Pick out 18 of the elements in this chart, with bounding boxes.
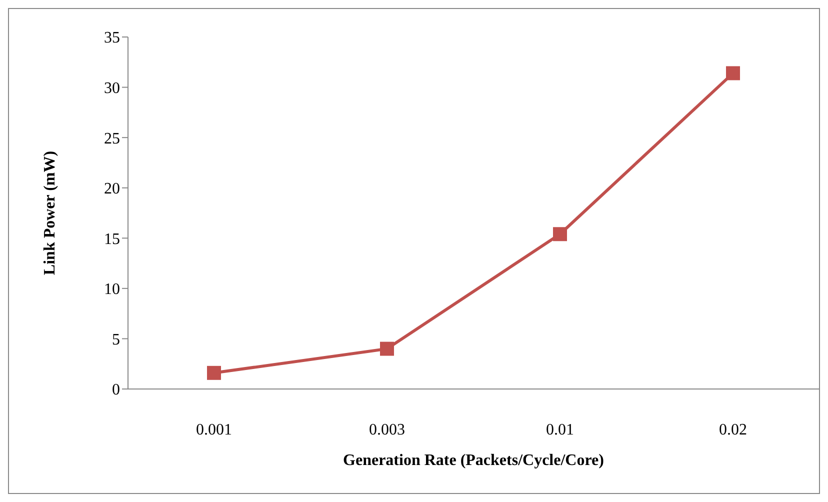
x-axis-title: Generation Rate (Packets/Cycle/Core) [343,452,604,469]
y-tick-label: 35 [104,30,120,47]
y-tick-label: 5 [112,331,120,348]
y-tick-label: 20 [104,180,120,198]
x-tick-label: 0.02 [719,421,747,438]
point [207,366,221,380]
y-tick-label: 0 [112,382,120,399]
y-tick-label: 10 [104,281,120,298]
point [726,66,740,80]
point [553,227,567,242]
x-tick-label: 0.003 [369,421,405,438]
y-axis-title: Link Power (mW) [42,150,59,276]
point [380,342,394,356]
y-tick-label: 25 [104,130,120,148]
x-tick-label: 0.01 [546,421,574,438]
x-tick-label: 0.001 [196,421,232,438]
y-tick-label: 30 [104,80,120,97]
y-tick-label: 15 [104,230,120,248]
